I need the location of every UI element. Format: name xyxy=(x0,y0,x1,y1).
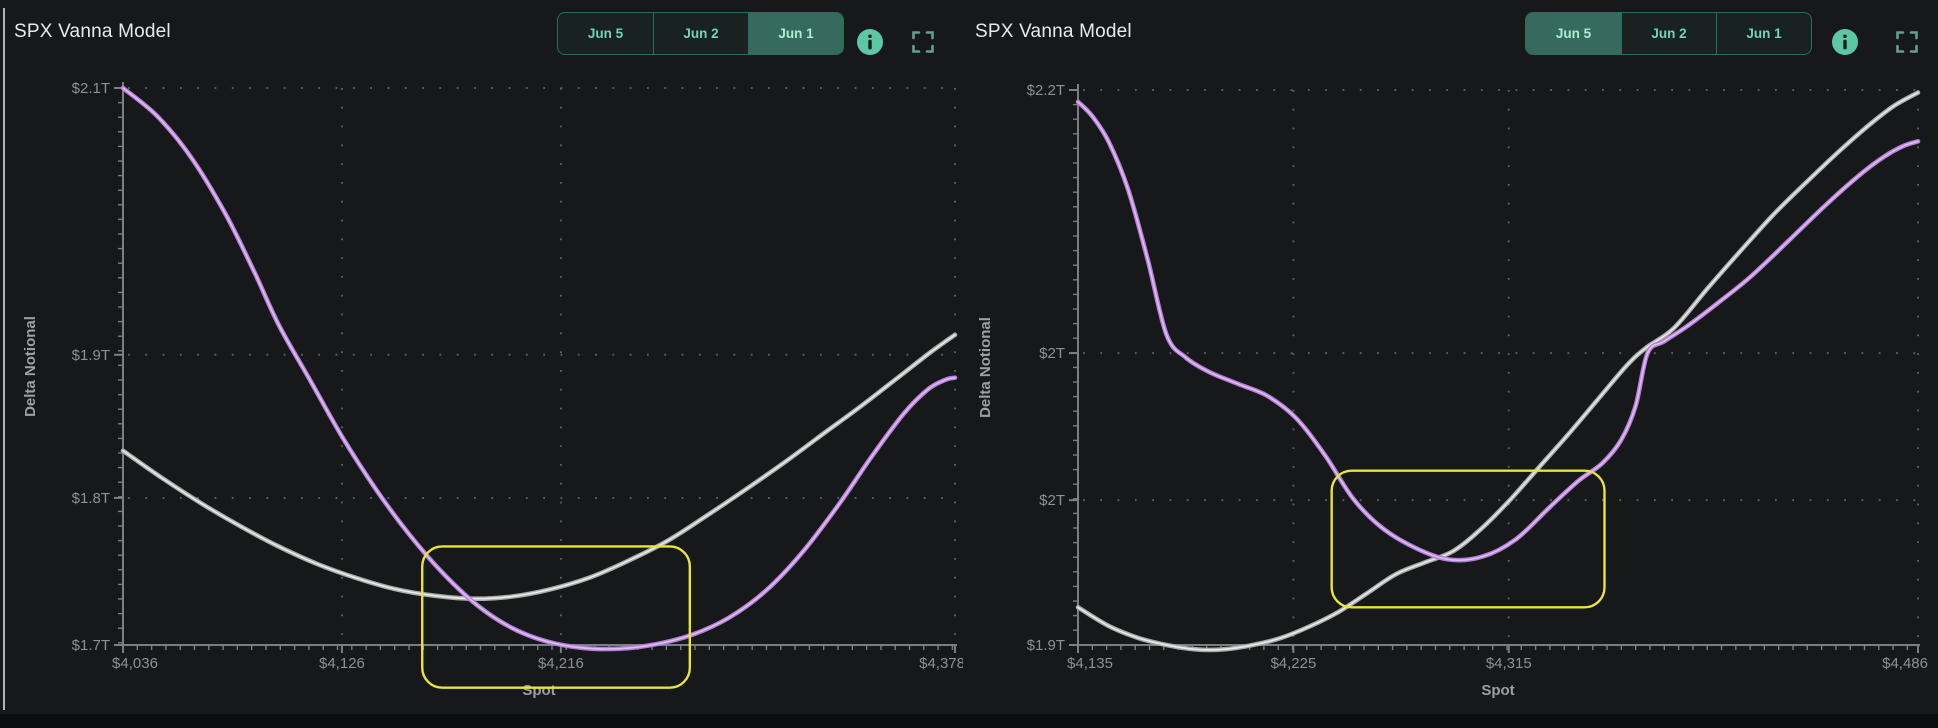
vanna-panel-right: $2.2T $2T $2T $1.9T $4,135 $4,225 $4,315 $4,486… xyxy=(963,0,1938,714)
svg-text:Delta Notional: Delta Notional xyxy=(977,317,994,418)
svg-text:$1.9T: $1.9T xyxy=(1027,637,1065,654)
svg-text:Spot: Spot xyxy=(1481,682,1514,699)
right-expiry-button-jun-1[interactable]: Jun 1 xyxy=(1716,13,1811,54)
svg-text:$4,216: $4,216 xyxy=(538,655,584,672)
right-expiry-button-jun-5[interactable]: Jun 5 xyxy=(1526,13,1621,54)
info-icon[interactable] xyxy=(857,29,883,55)
vanna-chart-left[interactable]: $2.1T $1.9T $1.8T $1.7T$4,036 $4,126 $4,216 $4… xyxy=(0,0,963,714)
svg-text:$1.7T: $1.7T xyxy=(72,637,110,654)
svg-text:$4,378: $4,378 xyxy=(919,655,963,672)
svg-text:$2.1T: $2.1T xyxy=(72,80,110,97)
svg-text:Delta Notional: Delta Notional xyxy=(22,316,39,417)
svg-text:$2T: $2T xyxy=(1039,492,1065,509)
expiry-button-group: Jun 5 Jun 2 Jun 1 xyxy=(557,12,844,55)
panel-header-left: SPX Vanna Model Jun 5 Jun 2 Jun 1 xyxy=(0,0,963,60)
svg-text:$4,036: $4,036 xyxy=(112,655,158,672)
fullscreen-icon[interactable] xyxy=(912,31,934,53)
window-bottom-strip xyxy=(0,714,1938,728)
svg-text:$4,486: $4,486 xyxy=(1882,655,1928,672)
svg-text:$4,135: $4,135 xyxy=(1067,655,1113,672)
window-edge-line xyxy=(3,8,5,710)
vanna-panel-left: $2.1T $1.9T $1.8T $1.7T $4,036 $4,126 $4,216 $4… xyxy=(0,0,963,714)
svg-text:$1.8T: $1.8T xyxy=(72,490,110,507)
svg-text:$2.2T: $2.2T xyxy=(1027,82,1065,99)
svg-text:Spot: Spot xyxy=(522,682,555,699)
chart-title: SPX Vanna Model xyxy=(975,21,1132,42)
left-expiry-button-jun-5[interactable]: Jun 5 xyxy=(558,13,653,54)
left-expiry-button-jun-2[interactable]: Jun 2 xyxy=(653,13,748,54)
svg-text:$4,315: $4,315 xyxy=(1486,655,1532,672)
svg-text:$2T: $2T xyxy=(1039,345,1065,362)
right-expiry-button-jun-2[interactable]: Jun 2 xyxy=(1621,13,1716,54)
left-expiry-button-jun-1[interactable]: Jun 1 xyxy=(748,13,843,54)
vanna-chart-right[interactable]: $2.2T $2T $2T $1.9T$4,135 $4,225 $4,315 $4,486… xyxy=(963,0,1938,714)
svg-text:$1.9T: $1.9T xyxy=(72,347,110,364)
svg-text:$4,225: $4,225 xyxy=(1270,655,1316,672)
panel-header-right: SPX Vanna Model Jun 5 Jun 2 Jun 1 xyxy=(963,0,1938,60)
svg-text:$4,126: $4,126 xyxy=(319,655,365,672)
fullscreen-icon[interactable] xyxy=(1896,31,1918,53)
info-icon[interactable] xyxy=(1832,29,1858,55)
expiry-button-group: Jun 5 Jun 2 Jun 1 xyxy=(1525,12,1812,55)
chart-title: SPX Vanna Model xyxy=(14,21,171,42)
